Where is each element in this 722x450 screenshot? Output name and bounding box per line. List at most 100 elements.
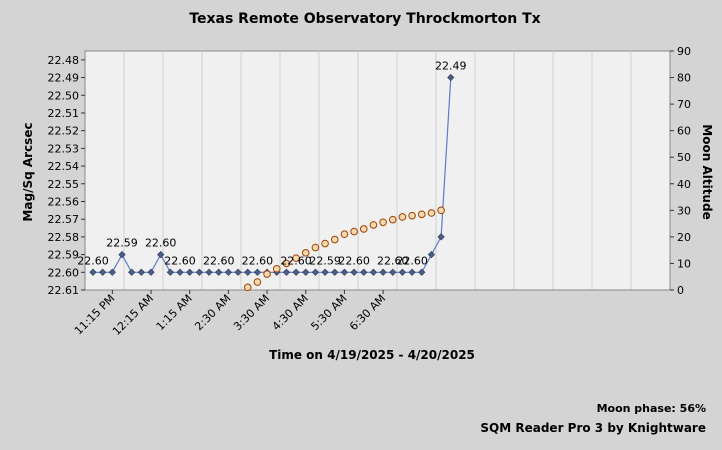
data-label: 22.60 bbox=[203, 254, 235, 267]
y2-tick-label: 30 bbox=[677, 204, 691, 217]
moon-point bbox=[263, 270, 271, 278]
moon-point bbox=[359, 225, 368, 233]
data-label: 22.59 bbox=[309, 254, 341, 267]
y2-axis-label: Moon Altitude bbox=[700, 124, 714, 219]
y-tick-label: 22.58 bbox=[48, 231, 80, 244]
sqm-point bbox=[340, 268, 349, 276]
sqm-point bbox=[350, 268, 358, 276]
sqm-point bbox=[195, 268, 203, 276]
y2-tick-label: 50 bbox=[677, 151, 691, 164]
sqm-point bbox=[369, 268, 378, 276]
data-label: 22.60 bbox=[77, 254, 109, 267]
y-axis-label: Mag/Sq Arcsec bbox=[21, 122, 35, 221]
plot-area bbox=[84, 50, 671, 291]
y-tick-label: 22.55 bbox=[48, 178, 80, 191]
data-label: 22.59 bbox=[106, 237, 138, 250]
sqm-point bbox=[244, 268, 252, 276]
y-tick-label: 22.56 bbox=[48, 195, 80, 208]
sqm-point bbox=[282, 268, 291, 276]
sqm-point bbox=[224, 268, 233, 276]
data-label: 22.49 bbox=[435, 60, 467, 73]
y2-tick-label: 70 bbox=[677, 98, 691, 111]
y-tick-label: 22.50 bbox=[48, 89, 80, 102]
y2-tick-label: 80 bbox=[677, 72, 691, 85]
data-label: 22.60 bbox=[164, 254, 196, 267]
y-tick-label: 22.54 bbox=[48, 160, 80, 173]
sqm-point bbox=[186, 268, 194, 276]
sqm-point bbox=[408, 268, 416, 276]
sqm-point bbox=[118, 250, 126, 259]
sqm-point bbox=[418, 268, 426, 276]
y2-tick-label: 20 bbox=[677, 231, 691, 244]
y-tick-label: 22.48 bbox=[48, 54, 80, 67]
chart-title: Texas Remote Observatory Throckmorton Tx bbox=[189, 11, 540, 27]
data-label: 22.60 bbox=[338, 254, 370, 267]
y-tick-label: 22.49 bbox=[48, 72, 80, 85]
data-label: 22.60 bbox=[396, 254, 428, 267]
sqm-point bbox=[331, 268, 339, 276]
series-moon bbox=[243, 206, 445, 292]
moon-point bbox=[292, 254, 300, 262]
moon-point bbox=[379, 218, 387, 227]
sqm-point bbox=[360, 268, 368, 276]
sqm-point bbox=[437, 233, 445, 241]
moon-point bbox=[330, 235, 339, 244]
moon-point bbox=[427, 209, 436, 217]
moon-point bbox=[272, 264, 281, 273]
moon-point bbox=[311, 243, 320, 252]
y2-tick-label: 10 bbox=[677, 257, 691, 270]
sqm-point bbox=[176, 268, 184, 276]
moon-point bbox=[321, 239, 329, 248]
y-tick-label: 22.59 bbox=[48, 249, 80, 262]
y-tick-label: 22.60 bbox=[48, 266, 80, 279]
moon-point bbox=[369, 221, 378, 229]
sqm-point bbox=[137, 268, 145, 276]
y2-tick-label: 40 bbox=[677, 178, 691, 191]
moon-point bbox=[301, 249, 310, 257]
sqm-point bbox=[205, 268, 213, 276]
moon-point bbox=[243, 283, 252, 292]
moon-point bbox=[417, 210, 426, 219]
y2-axis-ticks: 0 10 20 30 40 50 60 70 80 90 bbox=[670, 45, 691, 297]
sqm-point bbox=[379, 268, 387, 276]
y-tick-label: 22.52 bbox=[48, 125, 80, 138]
y-axis-ticks: 22.48 22.49 22.50 22.51 22.52 22.53 22.54 22.55… bbox=[48, 54, 85, 297]
sqm-point bbox=[427, 250, 436, 259]
sqm-point bbox=[447, 73, 455, 82]
moon-phase-text: Moon phase: 56% bbox=[597, 402, 706, 415]
credit-text: SQM Reader Pro 3 by Knightware bbox=[480, 421, 706, 435]
y2-tick-label: 60 bbox=[677, 125, 691, 138]
data-label: 22.60 bbox=[145, 237, 177, 250]
data-label: 22.60 bbox=[377, 254, 409, 267]
sqm-point bbox=[389, 268, 397, 276]
data-label: 22.60 bbox=[280, 254, 312, 267]
moon-point bbox=[437, 206, 445, 215]
sqm-point bbox=[157, 250, 165, 259]
sqm-point bbox=[253, 268, 262, 276]
sqm-point bbox=[234, 268, 242, 276]
sqm-point bbox=[302, 268, 310, 276]
sqm-point bbox=[311, 268, 320, 276]
moon-point bbox=[282, 259, 291, 268]
sqm-point bbox=[89, 268, 97, 276]
moon-point bbox=[408, 211, 416, 220]
y-tick-label: 22.61 bbox=[48, 284, 80, 297]
moon-point bbox=[388, 215, 397, 224]
sqm-point bbox=[99, 268, 107, 276]
data-label: 22.60 bbox=[242, 254, 274, 267]
sqm-point bbox=[166, 268, 174, 276]
sqm-point bbox=[147, 268, 155, 276]
sqm-point bbox=[215, 268, 223, 276]
y2-tick-label: 0 bbox=[677, 284, 684, 297]
y-tick-label: 22.53 bbox=[48, 142, 80, 155]
sqm-point bbox=[321, 268, 329, 276]
sqm-point bbox=[108, 268, 116, 276]
sqm-point bbox=[398, 268, 407, 276]
moon-point bbox=[253, 278, 262, 286]
moon-point bbox=[350, 227, 358, 236]
y-tick-label: 22.57 bbox=[48, 213, 80, 226]
series-sqm bbox=[89, 73, 455, 276]
